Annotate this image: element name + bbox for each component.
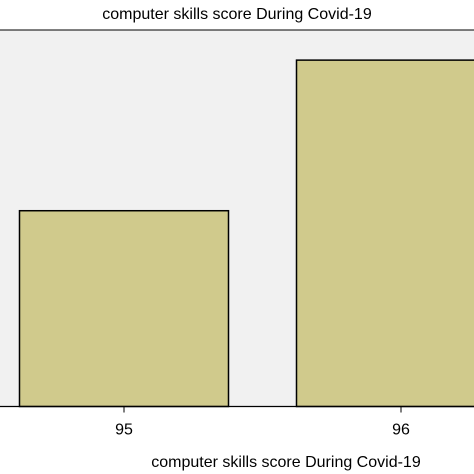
x-tick-label-96: 96 <box>392 422 410 439</box>
x-axis-label: computer skills score During Covid-19 <box>151 454 421 471</box>
bar-96 <box>295 59 474 408</box>
x-tick-label-95: 95 <box>115 422 133 439</box>
bars-group <box>18 59 474 408</box>
chart-title: computer skills score During Covid-19 <box>102 6 372 23</box>
x-ticks-group: 95 96 <box>115 406 410 439</box>
bar-95 <box>18 209 230 408</box>
